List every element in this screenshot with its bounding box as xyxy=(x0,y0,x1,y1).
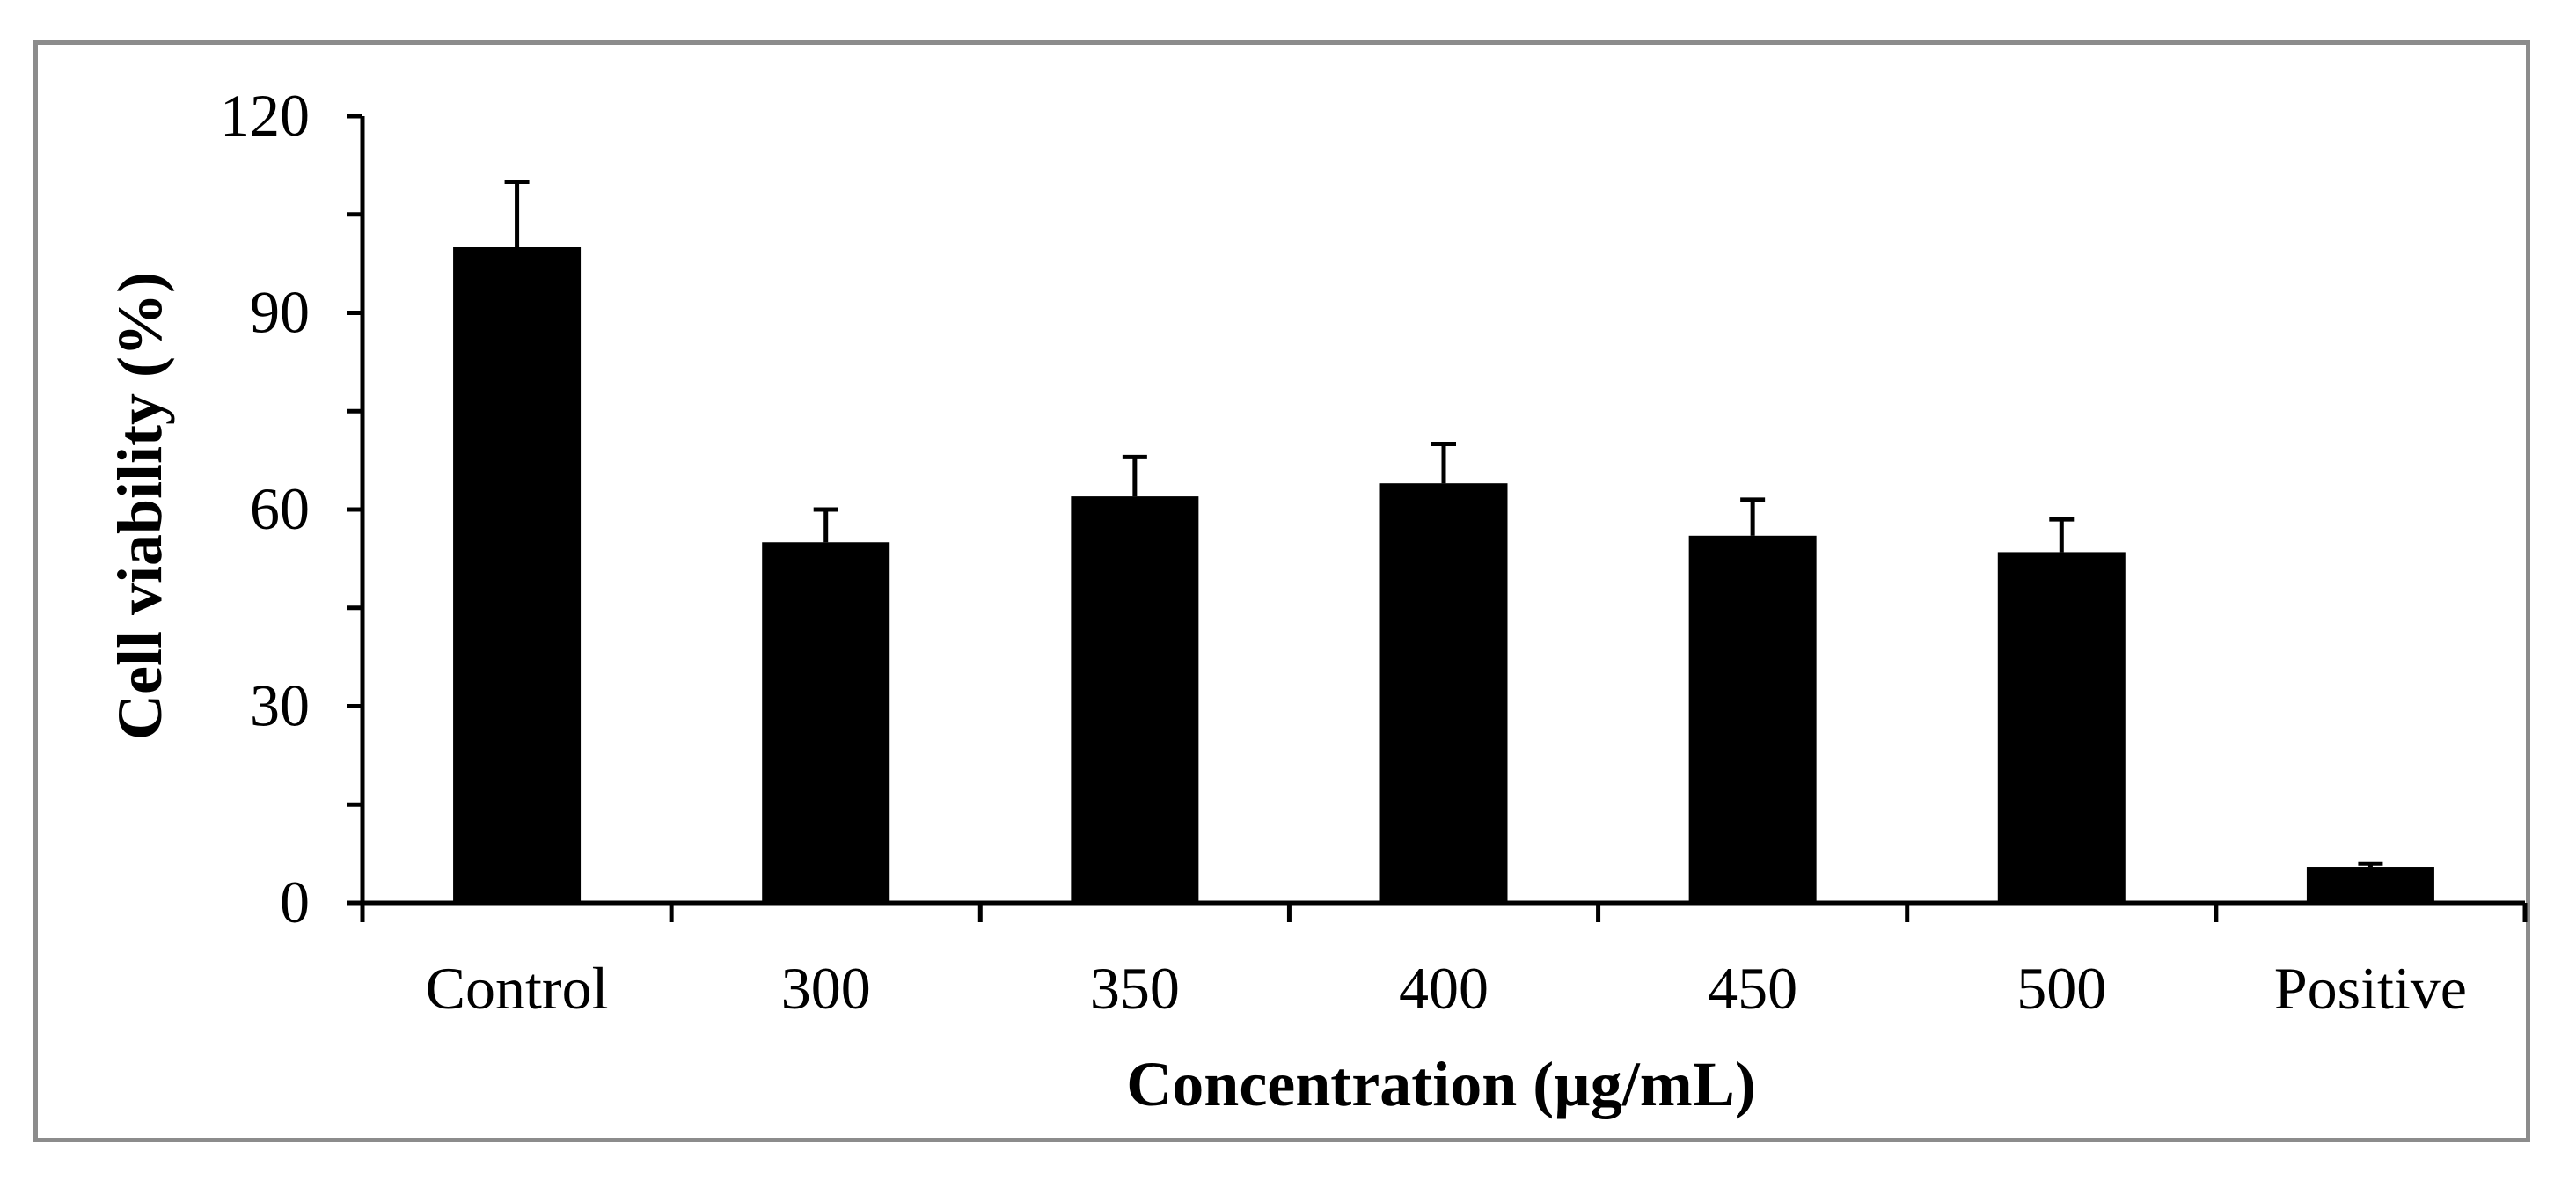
y-tick-label: 0 xyxy=(280,869,310,935)
y-axis-title: Cell viability (%) xyxy=(105,272,175,740)
bar xyxy=(1071,496,1199,903)
x-tick-label: 500 xyxy=(2016,955,2106,1022)
y-tick-label: 60 xyxy=(250,475,310,542)
y-tick-label: 120 xyxy=(220,82,310,149)
y-axis xyxy=(347,114,365,906)
x-tick-label: 300 xyxy=(781,955,871,1022)
x-axis-title: Concentration (µg/mL) xyxy=(1126,1049,1755,1119)
x-tick-label: Positive xyxy=(2274,955,2467,1022)
tick-labels: 0 30 60 90 120 Control 300 350 400 450 500 Positive xyxy=(220,82,2467,1022)
y-tick-label: 30 xyxy=(250,672,310,739)
bars xyxy=(453,247,2434,903)
bar xyxy=(1379,483,1508,903)
bar xyxy=(762,542,890,903)
error-bars xyxy=(504,180,2383,868)
x-tick-label: Control xyxy=(426,955,609,1022)
x-tick-label: 400 xyxy=(1399,955,1489,1022)
x-tick-label: 350 xyxy=(1090,955,1180,1022)
bar xyxy=(453,247,582,903)
y-tick-label: 90 xyxy=(250,279,310,346)
bar xyxy=(1688,535,1817,903)
bar xyxy=(1997,552,2126,903)
bar xyxy=(2306,867,2434,903)
x-tick-label: 450 xyxy=(1708,955,1797,1022)
x-axis xyxy=(360,900,2528,922)
